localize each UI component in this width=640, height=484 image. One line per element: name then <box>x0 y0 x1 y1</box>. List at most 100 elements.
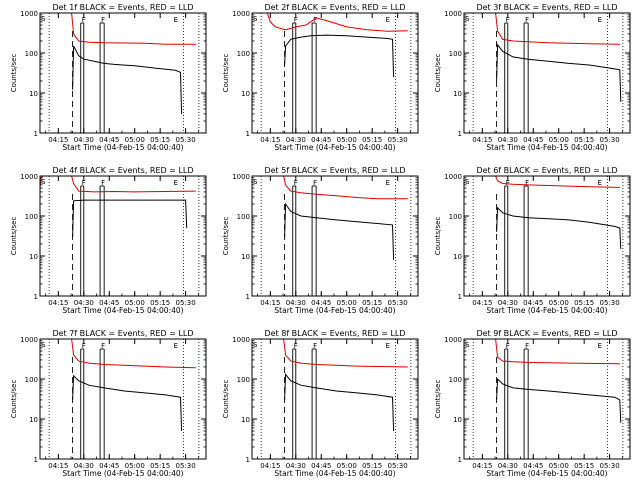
chart-title: Det 2f BLACK = Events, RED = LLD <box>264 3 405 12</box>
y-tick-label: 10 <box>453 90 462 98</box>
plot-frame <box>251 338 419 460</box>
series-line-lld <box>252 339 408 368</box>
y-tick-label: 10 <box>29 253 38 261</box>
y-tick-label: 1 <box>458 293 462 301</box>
y-tick-label: 100 <box>25 50 38 58</box>
series-line-lld <box>40 339 196 369</box>
chart-panel-9: Det 9f BLACK = Events, RED = LLD F F S E 1 10 1… <box>434 329 631 478</box>
y-tick-label: 10 <box>241 416 250 424</box>
y-axis-label: Counts/sec <box>10 217 18 256</box>
flag-letter: F <box>525 342 529 350</box>
x-tick-label: 05:30 <box>388 462 408 470</box>
y-tick-label: 1000 <box>444 10 462 18</box>
x-tick-label: 04:30 <box>498 136 518 144</box>
y-tick-label: 1000 <box>232 173 250 181</box>
series-line-events <box>496 43 622 102</box>
x-tick-label: 04:30 <box>498 299 518 307</box>
x-tick-label: 04:15 <box>260 299 280 307</box>
x-tick-label: 04:30 <box>286 299 306 307</box>
flag-letter: F <box>506 342 510 350</box>
end-letter: E <box>174 16 178 24</box>
y-tick-label: 1 <box>246 130 250 138</box>
x-tick-label: 05:30 <box>600 462 620 470</box>
x-axis-label: Start Time (04-Feb-15 04:00:40) <box>62 143 183 152</box>
chart-panel-1: Det 1f BLACK = Events, RED = LLD F F S E 1 10 1… <box>10 3 207 152</box>
x-tick-label: 05:15 <box>362 462 382 470</box>
start-letter: S <box>465 178 470 186</box>
x-tick-label: 05:15 <box>574 136 594 144</box>
series-line-lld <box>464 339 620 365</box>
x-axis-label: Start Time (04-Feb-15 04:00:40) <box>486 469 607 478</box>
flag-letter: F <box>101 342 105 350</box>
x-tick-label: 05:00 <box>549 299 569 307</box>
series-line-events <box>72 199 188 237</box>
y-tick-label: 1 <box>34 456 38 464</box>
x-tick-label: 05:30 <box>176 299 196 307</box>
chart-panel-4: Det 4f BLACK = Events, RED = LLD F F S E 1 10 1… <box>10 166 207 315</box>
x-tick-label: 04:30 <box>498 462 518 470</box>
y-tick-label: 1000 <box>20 10 38 18</box>
plot-frame <box>251 175 419 297</box>
x-tick-label: 04:15 <box>472 462 492 470</box>
y-tick-label: 10 <box>29 416 38 424</box>
chart-title: Det 3f BLACK = Events, RED = LLD <box>476 3 617 12</box>
plot-frame <box>463 12 631 134</box>
y-axis-label: Counts/sec <box>10 380 18 419</box>
x-tick-label: 05:30 <box>388 299 408 307</box>
x-tick-label: 05:00 <box>549 136 569 144</box>
x-tick-label: 04:15 <box>48 462 68 470</box>
flag-letter: F <box>82 16 86 24</box>
x-tick-label: 04:45 <box>523 462 543 470</box>
x-tick-label: 04:30 <box>286 136 306 144</box>
chart-panel-3: Det 3f BLACK = Events, RED = LLD F F S E 1 10 1… <box>434 3 631 152</box>
plot-frame <box>39 175 207 297</box>
chart-panel-7: Det 7f BLACK = Events, RED = LLD F F S E 1 10 1… <box>10 329 207 478</box>
x-tick-label: 05:15 <box>362 136 382 144</box>
x-tick-label: 04:45 <box>311 299 331 307</box>
x-tick-label: 04:15 <box>472 136 492 144</box>
series-line-lld <box>252 13 408 32</box>
chart-title: Det 5f BLACK = Events, RED = LLD <box>264 166 405 175</box>
flag-letter: F <box>313 16 317 24</box>
chart-panel-5: Det 5f BLACK = Events, RED = LLD F F S E 1 10 1… <box>222 166 419 315</box>
end-letter: E <box>386 342 390 350</box>
flag-letter: F <box>506 179 510 187</box>
chart-title: Det 8f BLACK = Events, RED = LLD <box>264 329 405 338</box>
end-letter: E <box>386 179 390 187</box>
series-line-events <box>496 377 622 423</box>
x-tick-label: 05:00 <box>549 462 569 470</box>
flag-letter: F <box>525 179 529 187</box>
y-axis-label: Counts/sec <box>222 54 230 93</box>
flag-letter: F <box>525 16 529 24</box>
y-tick-label: 10 <box>453 416 462 424</box>
y-tick-label: 100 <box>237 376 250 384</box>
x-tick-label: 05:30 <box>176 136 196 144</box>
end-letter: E <box>598 179 602 187</box>
plot-frame <box>463 338 631 460</box>
y-tick-label: 1 <box>34 130 38 138</box>
x-axis-label: Start Time (04-Feb-15 04:00:40) <box>274 469 395 478</box>
x-tick-label: 04:15 <box>472 299 492 307</box>
x-tick-label: 05:00 <box>125 462 145 470</box>
x-tick-label: 04:45 <box>523 136 543 144</box>
x-tick-label: 05:30 <box>600 136 620 144</box>
y-tick-label: 1 <box>458 456 462 464</box>
series-line-lld <box>464 13 620 45</box>
x-tick-label: 05:15 <box>150 299 170 307</box>
end-letter: E <box>598 342 602 350</box>
end-letter: E <box>598 16 602 24</box>
chart-title: Det 6f BLACK = Events, RED = LLD <box>476 166 617 175</box>
series-line-events <box>284 34 395 78</box>
flag-letter: F <box>101 16 105 24</box>
x-tick-label: 04:45 <box>311 136 331 144</box>
series-line-events <box>72 45 183 114</box>
y-tick-label: 1 <box>246 456 250 464</box>
x-tick-label: 05:30 <box>388 136 408 144</box>
x-tick-label: 05:15 <box>574 462 594 470</box>
start-letter: S <box>41 178 46 186</box>
y-axis-label: Counts/sec <box>434 217 442 256</box>
y-tick-label: 100 <box>237 50 250 58</box>
y-axis-label: Counts/sec <box>222 380 230 419</box>
x-tick-label: 04:30 <box>74 136 94 144</box>
